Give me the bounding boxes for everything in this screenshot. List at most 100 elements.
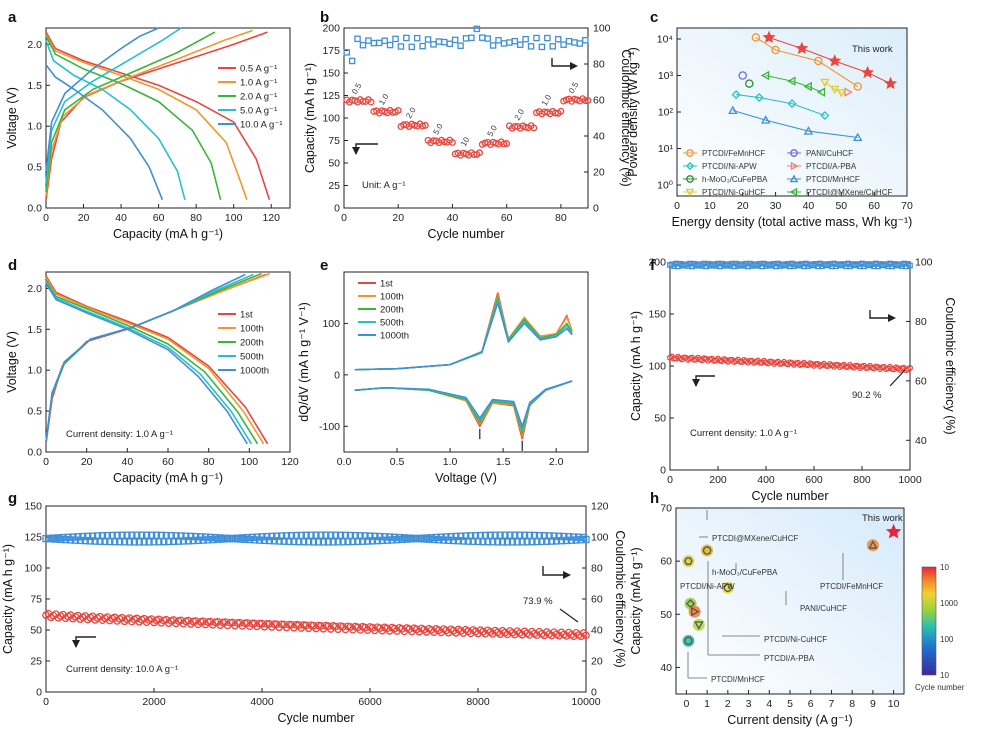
y2-axis-title: Coulombic efficiency (%) [943,297,957,434]
ce-point [506,531,514,539]
y-tick-label: 175 [322,45,340,57]
x-axis-title: Cycle number [427,227,504,241]
panel-label: c [650,9,658,26]
y-tick-label: 0 [660,465,666,477]
point-halo [682,555,695,568]
y-tick-label: 200 [648,257,666,269]
legend-label: 200th [240,338,264,349]
ce-point [554,35,562,43]
x-tick-label: 0 [43,696,49,708]
capacity-point [476,149,484,157]
x-tick-label: 0 [43,212,49,224]
x-tick-label: 50 [835,200,847,212]
series-line [45,283,248,445]
ce-point [135,538,143,546]
ce-point [496,531,504,539]
x-tick-label: 1.0 [443,456,458,468]
x-axis-title: Cycle number [751,489,828,503]
series-line [45,35,222,200]
y-tick-label: 10² [658,107,674,119]
ce-point [468,34,475,42]
legend-label: h-MoO₃/CuFePBA [702,175,768,184]
highlight-point [828,54,842,67]
y-tick-label: 0 [36,687,42,699]
ce-point [501,531,509,539]
y2-tick-label: 20 [593,167,605,179]
legend: 0.5 A g⁻¹ 1.0 A g⁻¹ 2.0 A g⁻¹ 5.0 A g⁻¹ 10.0… [218,64,283,131]
panel-label: f [650,257,656,274]
y-tick-label: 50 [654,413,666,425]
series-point [844,87,853,97]
ce-point [403,34,410,42]
ce-point [329,538,337,546]
y2-axis-title: Coulombic efficiency (%) [613,530,627,667]
x-tick-label: 0.0 [337,456,352,468]
y-tick-label: 0 [334,203,340,215]
y-tick-label: 0.5 [27,406,42,418]
point-label: PTCDI/Ni-APW [680,582,735,591]
highlight-point [762,30,776,44]
y-tick-label: -100 [319,421,340,433]
series-line [45,27,182,184]
y-axis-title: Capacity (mA h g⁻¹) [303,63,317,173]
series-line [736,94,826,117]
x-axis-title: Energy density (total active mass, Wh kg… [672,215,913,229]
series-line [732,109,858,139]
ce-point [457,42,464,50]
ce-point [307,531,315,539]
legend-swatch-marker [686,149,694,157]
y2-tick-label: 80 [593,59,605,71]
panel-h: 0 1 2 3 4 5 6 7 8 9 10 40 50 60 70 Current density (A g… [629,490,965,727]
ce-point [413,34,421,42]
series-line [45,29,253,196]
series-point [731,90,741,100]
y2-tick-label: 0 [593,203,599,215]
y-tick-label: 100 [648,361,666,373]
series-point [745,79,754,88]
cathodic-line [354,380,573,439]
ce-point [365,37,372,44]
x-tick-label: 9 [870,698,876,710]
x-tick-label: 40 [115,212,127,224]
x-tick-label: 60 [501,212,513,224]
point-label: PTCDI/FeMnHCF [820,582,883,591]
x-tick-label: 40 [803,200,815,212]
ce-point [560,41,567,48]
ce-point [516,41,524,48]
legend-swatch-marker [685,188,695,197]
y-tick-label: 150 [322,68,340,80]
point-label: PTCDI/Ni-CuHCF [764,635,827,644]
rate-label: 0.5 [567,80,581,95]
series-line [45,27,159,172]
legend-label: PTCDI/FeMnHCF [702,149,765,158]
ce-point [907,262,913,269]
y2-tick-label: 60 [591,594,603,606]
ce-point [370,39,378,47]
x-tick-label: 6 [808,698,814,710]
plot-background [676,508,904,694]
legend-label: PTCDI@MXene/CuHCF [806,188,892,197]
data-point [868,540,878,549]
series-line [45,277,265,445]
y-tick-label: 10³ [658,70,674,82]
x-tick-label: 400 [757,474,775,486]
legend-label: 100th [380,292,404,303]
anodic-line [354,300,573,371]
legend-label: 100th [240,324,264,335]
series-point [738,71,747,80]
ce-point [430,41,437,48]
legend-label: PTCDI/Ni-CuHCF [702,188,765,197]
x-tick-label: 2.0 [549,456,564,468]
y-tick-label: 0.0 [27,447,42,459]
series-line [45,272,270,443]
x-tick-label: 80 [555,212,567,224]
rate-label: 2.0 [513,107,527,122]
panel-a: 0 20 40 60 80 100 120 0.0 0.5 1.0 1.5 2.0 Capacity (… [5,9,291,241]
x-tick-label: 10000 [571,696,600,708]
ce-point [123,531,131,539]
panel-label: a [8,9,17,26]
x-tick-label: 70 [901,200,913,212]
highlight-point [883,76,898,90]
ce-point [140,538,148,546]
x-tick-label: 3 [746,698,752,710]
